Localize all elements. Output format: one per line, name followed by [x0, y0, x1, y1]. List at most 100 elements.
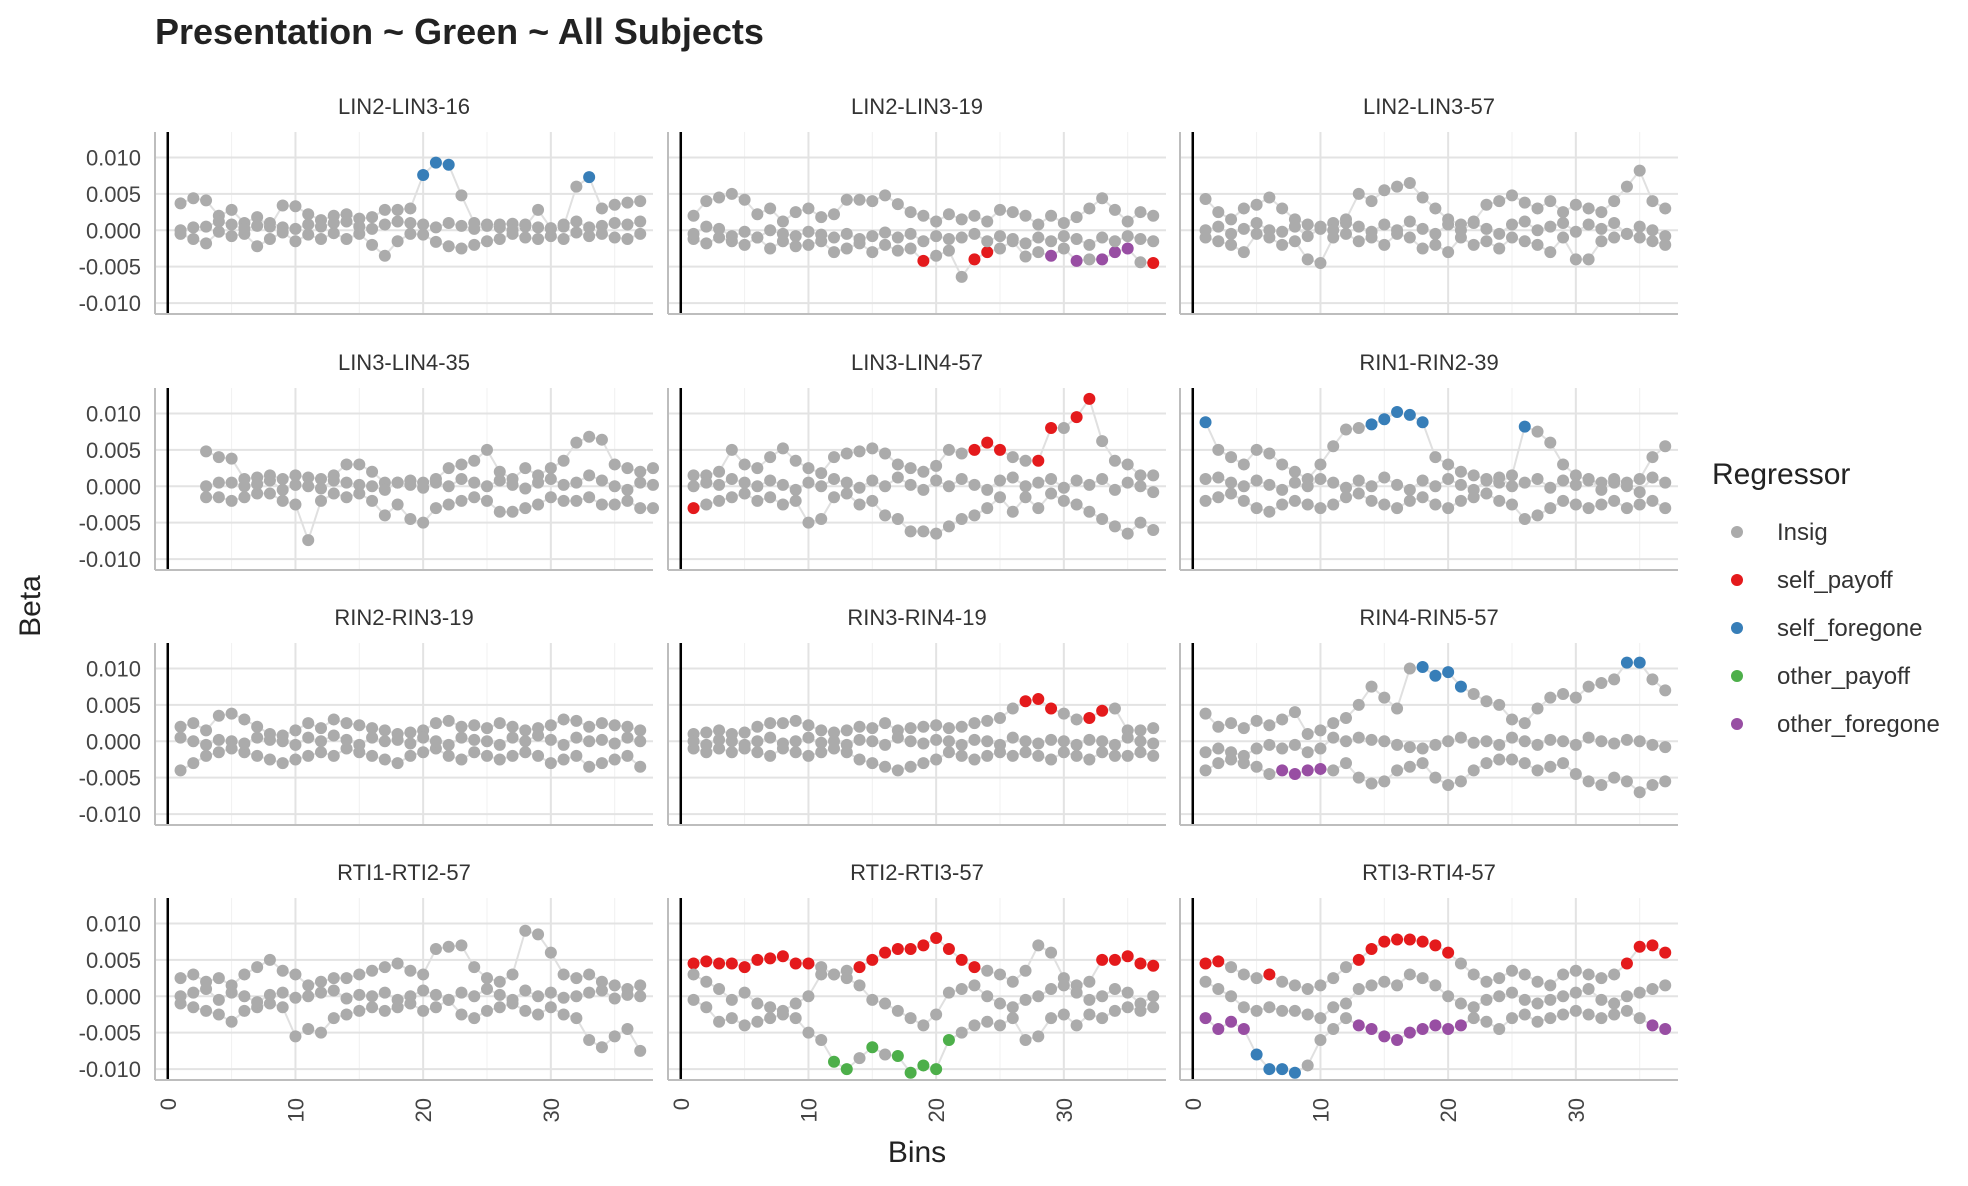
data-point [1057, 494, 1070, 507]
data-point-self-payoff [891, 942, 904, 955]
data-point [1365, 494, 1378, 507]
y-tick-label: -0.010 [79, 291, 141, 316]
data-point [1378, 184, 1391, 197]
data-point [1288, 235, 1301, 248]
data-point [1057, 979, 1070, 992]
facet-title: LIN2-LIN3-16 [338, 94, 470, 119]
data-point [608, 737, 621, 750]
data-point [174, 990, 187, 1003]
data-point [1314, 742, 1327, 755]
data-point [315, 233, 327, 246]
data-point [608, 217, 621, 229]
data-point [994, 474, 1006, 487]
data-point [942, 986, 955, 999]
legend-swatch [1731, 718, 1743, 730]
data-point [840, 724, 853, 737]
data-point [608, 231, 621, 244]
data-point [713, 191, 726, 204]
data-point [1096, 513, 1109, 526]
data-point [468, 238, 481, 251]
data-point [1276, 742, 1289, 755]
data-point [994, 1019, 1006, 1032]
data-point [1544, 760, 1557, 773]
data-point [340, 717, 353, 730]
data-point [1327, 224, 1340, 237]
data-point [302, 208, 315, 221]
data-point [891, 764, 904, 777]
data-point [1403, 662, 1416, 675]
data-point [1225, 238, 1238, 251]
data-point [1276, 713, 1289, 726]
legend-label: self_foregone [1777, 615, 1922, 642]
data-point [1108, 738, 1121, 751]
data-point [1237, 246, 1250, 259]
data-point [853, 720, 866, 733]
facet-title: RTI1-RTI2-57 [337, 860, 471, 885]
data-point [263, 988, 276, 1001]
data-point-self-payoff [1108, 953, 1121, 966]
data-point [353, 478, 366, 491]
data-point [1263, 1001, 1276, 1014]
data-point [429, 502, 442, 515]
data-point [1633, 164, 1646, 177]
data-point [366, 211, 379, 224]
y-tick-label: -0.010 [79, 547, 141, 572]
data-point [174, 972, 187, 985]
data-point [327, 487, 340, 500]
data-point-self-foregone [442, 158, 455, 171]
data-point [994, 242, 1006, 255]
data-point [315, 494, 327, 507]
data-point [1147, 469, 1160, 482]
data-point [1608, 494, 1621, 507]
data-point [225, 1015, 238, 1028]
data-point-self-payoff [1263, 968, 1276, 981]
data-point-self-foregone [1518, 420, 1531, 433]
data-point [866, 195, 879, 208]
data-point [225, 203, 238, 216]
data-point [1070, 749, 1083, 762]
data-point [493, 505, 506, 518]
data-point [212, 993, 225, 1006]
data-point-self-payoff [687, 957, 700, 970]
data-point [1032, 1030, 1045, 1043]
data-point [1557, 757, 1570, 770]
data-point-other-foregone [1365, 1023, 1378, 1036]
data-point [1108, 483, 1121, 496]
data-point [1493, 738, 1506, 751]
data-point [366, 731, 379, 744]
data-point [981, 749, 994, 762]
data-point [634, 215, 647, 228]
data-point [751, 746, 764, 759]
data-point [429, 735, 442, 748]
data-point [378, 483, 391, 496]
data-point [1391, 979, 1404, 992]
data-point [1557, 458, 1570, 471]
data-point [493, 221, 506, 234]
data-point [378, 986, 391, 999]
data-point [1582, 731, 1595, 744]
data-point [1108, 454, 1121, 467]
data-point [506, 731, 519, 744]
x-tick-label: 30 [1052, 1098, 1077, 1122]
data-point-self-payoff [1083, 392, 1096, 405]
data-point [404, 227, 417, 240]
data-point [1518, 513, 1531, 526]
data-point [1276, 1004, 1289, 1017]
x-tick-label: 10 [283, 1098, 308, 1122]
data-point [327, 227, 340, 240]
data-point [1121, 230, 1134, 243]
data-point [725, 746, 738, 759]
legend-label: self_payoff [1777, 567, 1893, 594]
data-point [200, 491, 213, 504]
data-point [429, 942, 442, 955]
data-point [557, 713, 570, 726]
data-point [1225, 961, 1238, 974]
data-point [1134, 206, 1147, 219]
data-point [340, 972, 353, 985]
data-point [955, 720, 968, 733]
data-point [1633, 220, 1646, 233]
data-point [647, 462, 659, 475]
data-point [968, 478, 981, 491]
data-point [1608, 195, 1621, 208]
data-point [1620, 990, 1633, 1003]
